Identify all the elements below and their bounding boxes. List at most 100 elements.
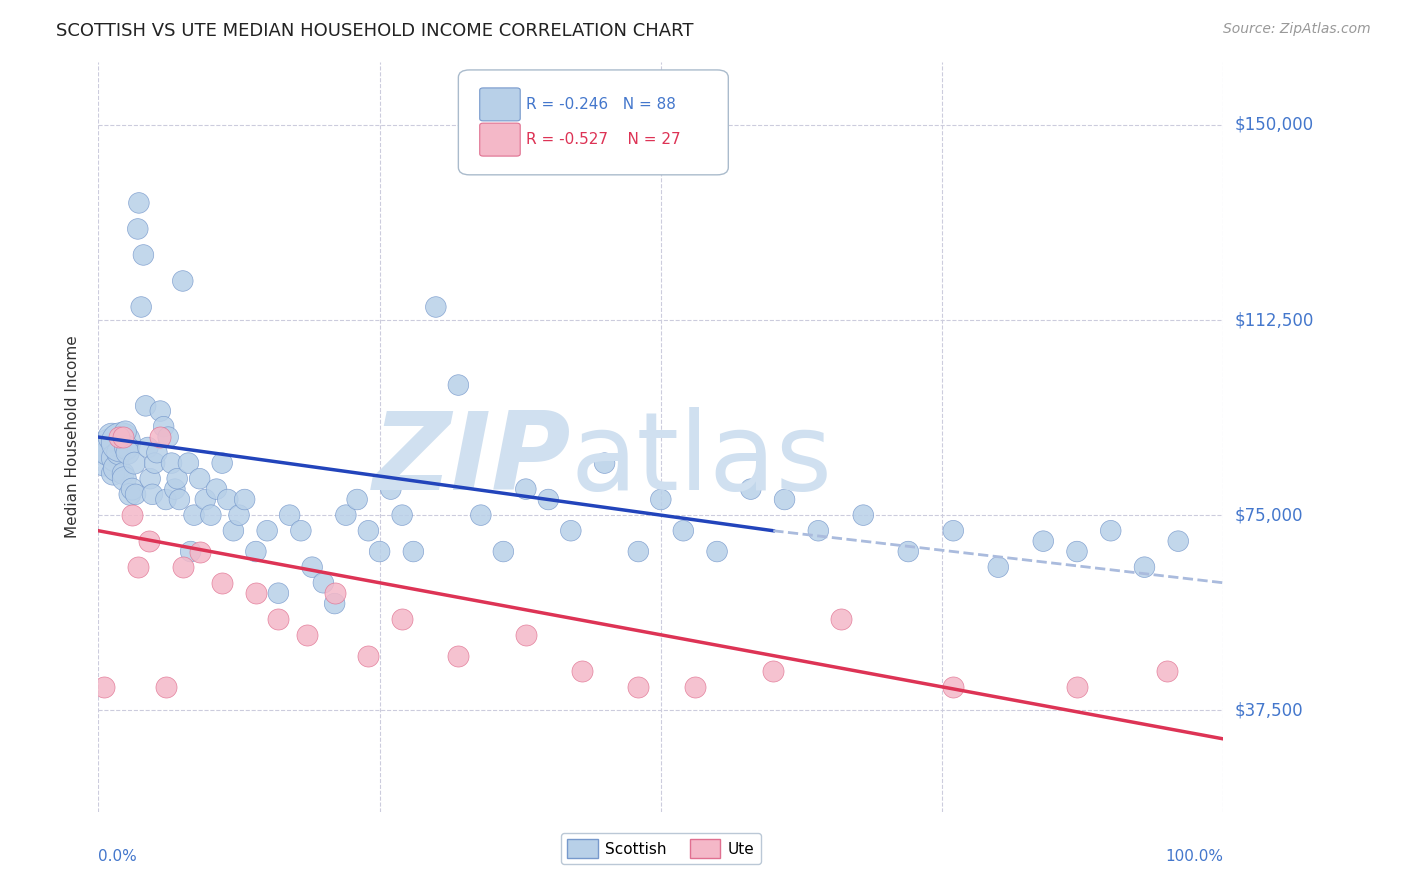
Point bbox=[112, 430, 135, 444]
Point bbox=[312, 575, 335, 590]
Point bbox=[180, 544, 202, 558]
Point bbox=[245, 544, 267, 558]
Point bbox=[155, 680, 177, 694]
Point bbox=[114, 425, 136, 439]
Point bbox=[560, 524, 582, 538]
Point bbox=[93, 680, 115, 694]
Point bbox=[211, 575, 233, 590]
Point bbox=[1099, 524, 1122, 538]
Point bbox=[323, 586, 346, 600]
Point bbox=[115, 441, 138, 455]
Point bbox=[357, 648, 380, 663]
Point bbox=[149, 404, 172, 418]
Point bbox=[1167, 534, 1189, 549]
Point bbox=[942, 680, 965, 694]
Point bbox=[447, 378, 470, 392]
Point bbox=[368, 544, 391, 558]
Point bbox=[233, 492, 256, 507]
FancyBboxPatch shape bbox=[479, 123, 520, 156]
Point bbox=[290, 524, 312, 538]
Point bbox=[163, 482, 186, 496]
Point bbox=[830, 612, 852, 626]
Text: 0.0%: 0.0% bbox=[98, 849, 138, 864]
Point bbox=[1032, 534, 1054, 549]
Point bbox=[773, 492, 796, 507]
Point bbox=[183, 508, 205, 523]
Point bbox=[593, 456, 616, 470]
Text: R = -0.527    N = 27: R = -0.527 N = 27 bbox=[526, 132, 681, 147]
Point bbox=[188, 472, 211, 486]
Point bbox=[121, 508, 143, 523]
Text: ZIP: ZIP bbox=[373, 407, 571, 513]
Point bbox=[380, 482, 402, 496]
FancyBboxPatch shape bbox=[458, 70, 728, 175]
Point bbox=[515, 628, 537, 642]
Point bbox=[357, 524, 380, 538]
Legend: Scottish, Ute: Scottish, Ute bbox=[561, 833, 761, 864]
Point bbox=[110, 435, 132, 450]
Point bbox=[447, 648, 470, 663]
Text: $112,500: $112,500 bbox=[1234, 311, 1313, 329]
Point bbox=[492, 544, 515, 558]
Point bbox=[391, 612, 413, 626]
Point bbox=[121, 482, 143, 496]
Point bbox=[124, 456, 146, 470]
Point bbox=[211, 456, 233, 470]
Point bbox=[762, 664, 785, 679]
Point bbox=[135, 399, 157, 413]
Point bbox=[571, 664, 593, 679]
Point bbox=[295, 628, 318, 642]
Text: atlas: atlas bbox=[571, 407, 832, 513]
Point bbox=[157, 430, 180, 444]
Point bbox=[627, 544, 650, 558]
Point bbox=[105, 461, 128, 475]
Point bbox=[228, 508, 250, 523]
Point bbox=[139, 472, 162, 486]
Point bbox=[852, 508, 875, 523]
Y-axis label: Median Household Income: Median Household Income bbox=[65, 335, 80, 539]
Point bbox=[987, 560, 1010, 574]
Text: SCOTTISH VS UTE MEDIAN HOUSEHOLD INCOME CORRELATION CHART: SCOTTISH VS UTE MEDIAN HOUSEHOLD INCOME … bbox=[56, 22, 693, 40]
Point bbox=[172, 560, 194, 574]
Point bbox=[267, 586, 290, 600]
Point bbox=[683, 680, 706, 694]
Point bbox=[200, 508, 222, 523]
Point bbox=[172, 274, 194, 288]
Point bbox=[128, 195, 150, 210]
Point bbox=[149, 430, 172, 444]
Point bbox=[127, 222, 149, 236]
Point bbox=[107, 446, 129, 460]
Point bbox=[807, 524, 830, 538]
Point bbox=[627, 680, 650, 694]
Point bbox=[177, 456, 200, 470]
Point bbox=[146, 446, 169, 460]
Point bbox=[152, 419, 174, 434]
Point bbox=[169, 492, 191, 507]
Point bbox=[205, 482, 228, 496]
Point bbox=[112, 472, 135, 486]
Point bbox=[256, 524, 278, 538]
Point bbox=[301, 560, 323, 574]
Point bbox=[740, 482, 762, 496]
Point bbox=[267, 612, 290, 626]
Point bbox=[194, 492, 217, 507]
Point bbox=[101, 467, 124, 481]
Point bbox=[160, 456, 183, 470]
Text: $150,000: $150,000 bbox=[1234, 116, 1313, 134]
Point bbox=[136, 441, 159, 455]
Point bbox=[425, 300, 447, 314]
Point bbox=[112, 467, 135, 481]
Text: $75,000: $75,000 bbox=[1234, 506, 1303, 524]
Point bbox=[278, 508, 301, 523]
Point bbox=[166, 472, 188, 486]
Point bbox=[217, 492, 239, 507]
Point bbox=[672, 524, 695, 538]
Point bbox=[107, 430, 129, 444]
Point bbox=[1156, 664, 1178, 679]
Point bbox=[118, 487, 141, 501]
Point bbox=[222, 524, 245, 538]
Point bbox=[346, 492, 368, 507]
Point bbox=[537, 492, 560, 507]
Point bbox=[124, 487, 146, 501]
Point bbox=[188, 544, 211, 558]
